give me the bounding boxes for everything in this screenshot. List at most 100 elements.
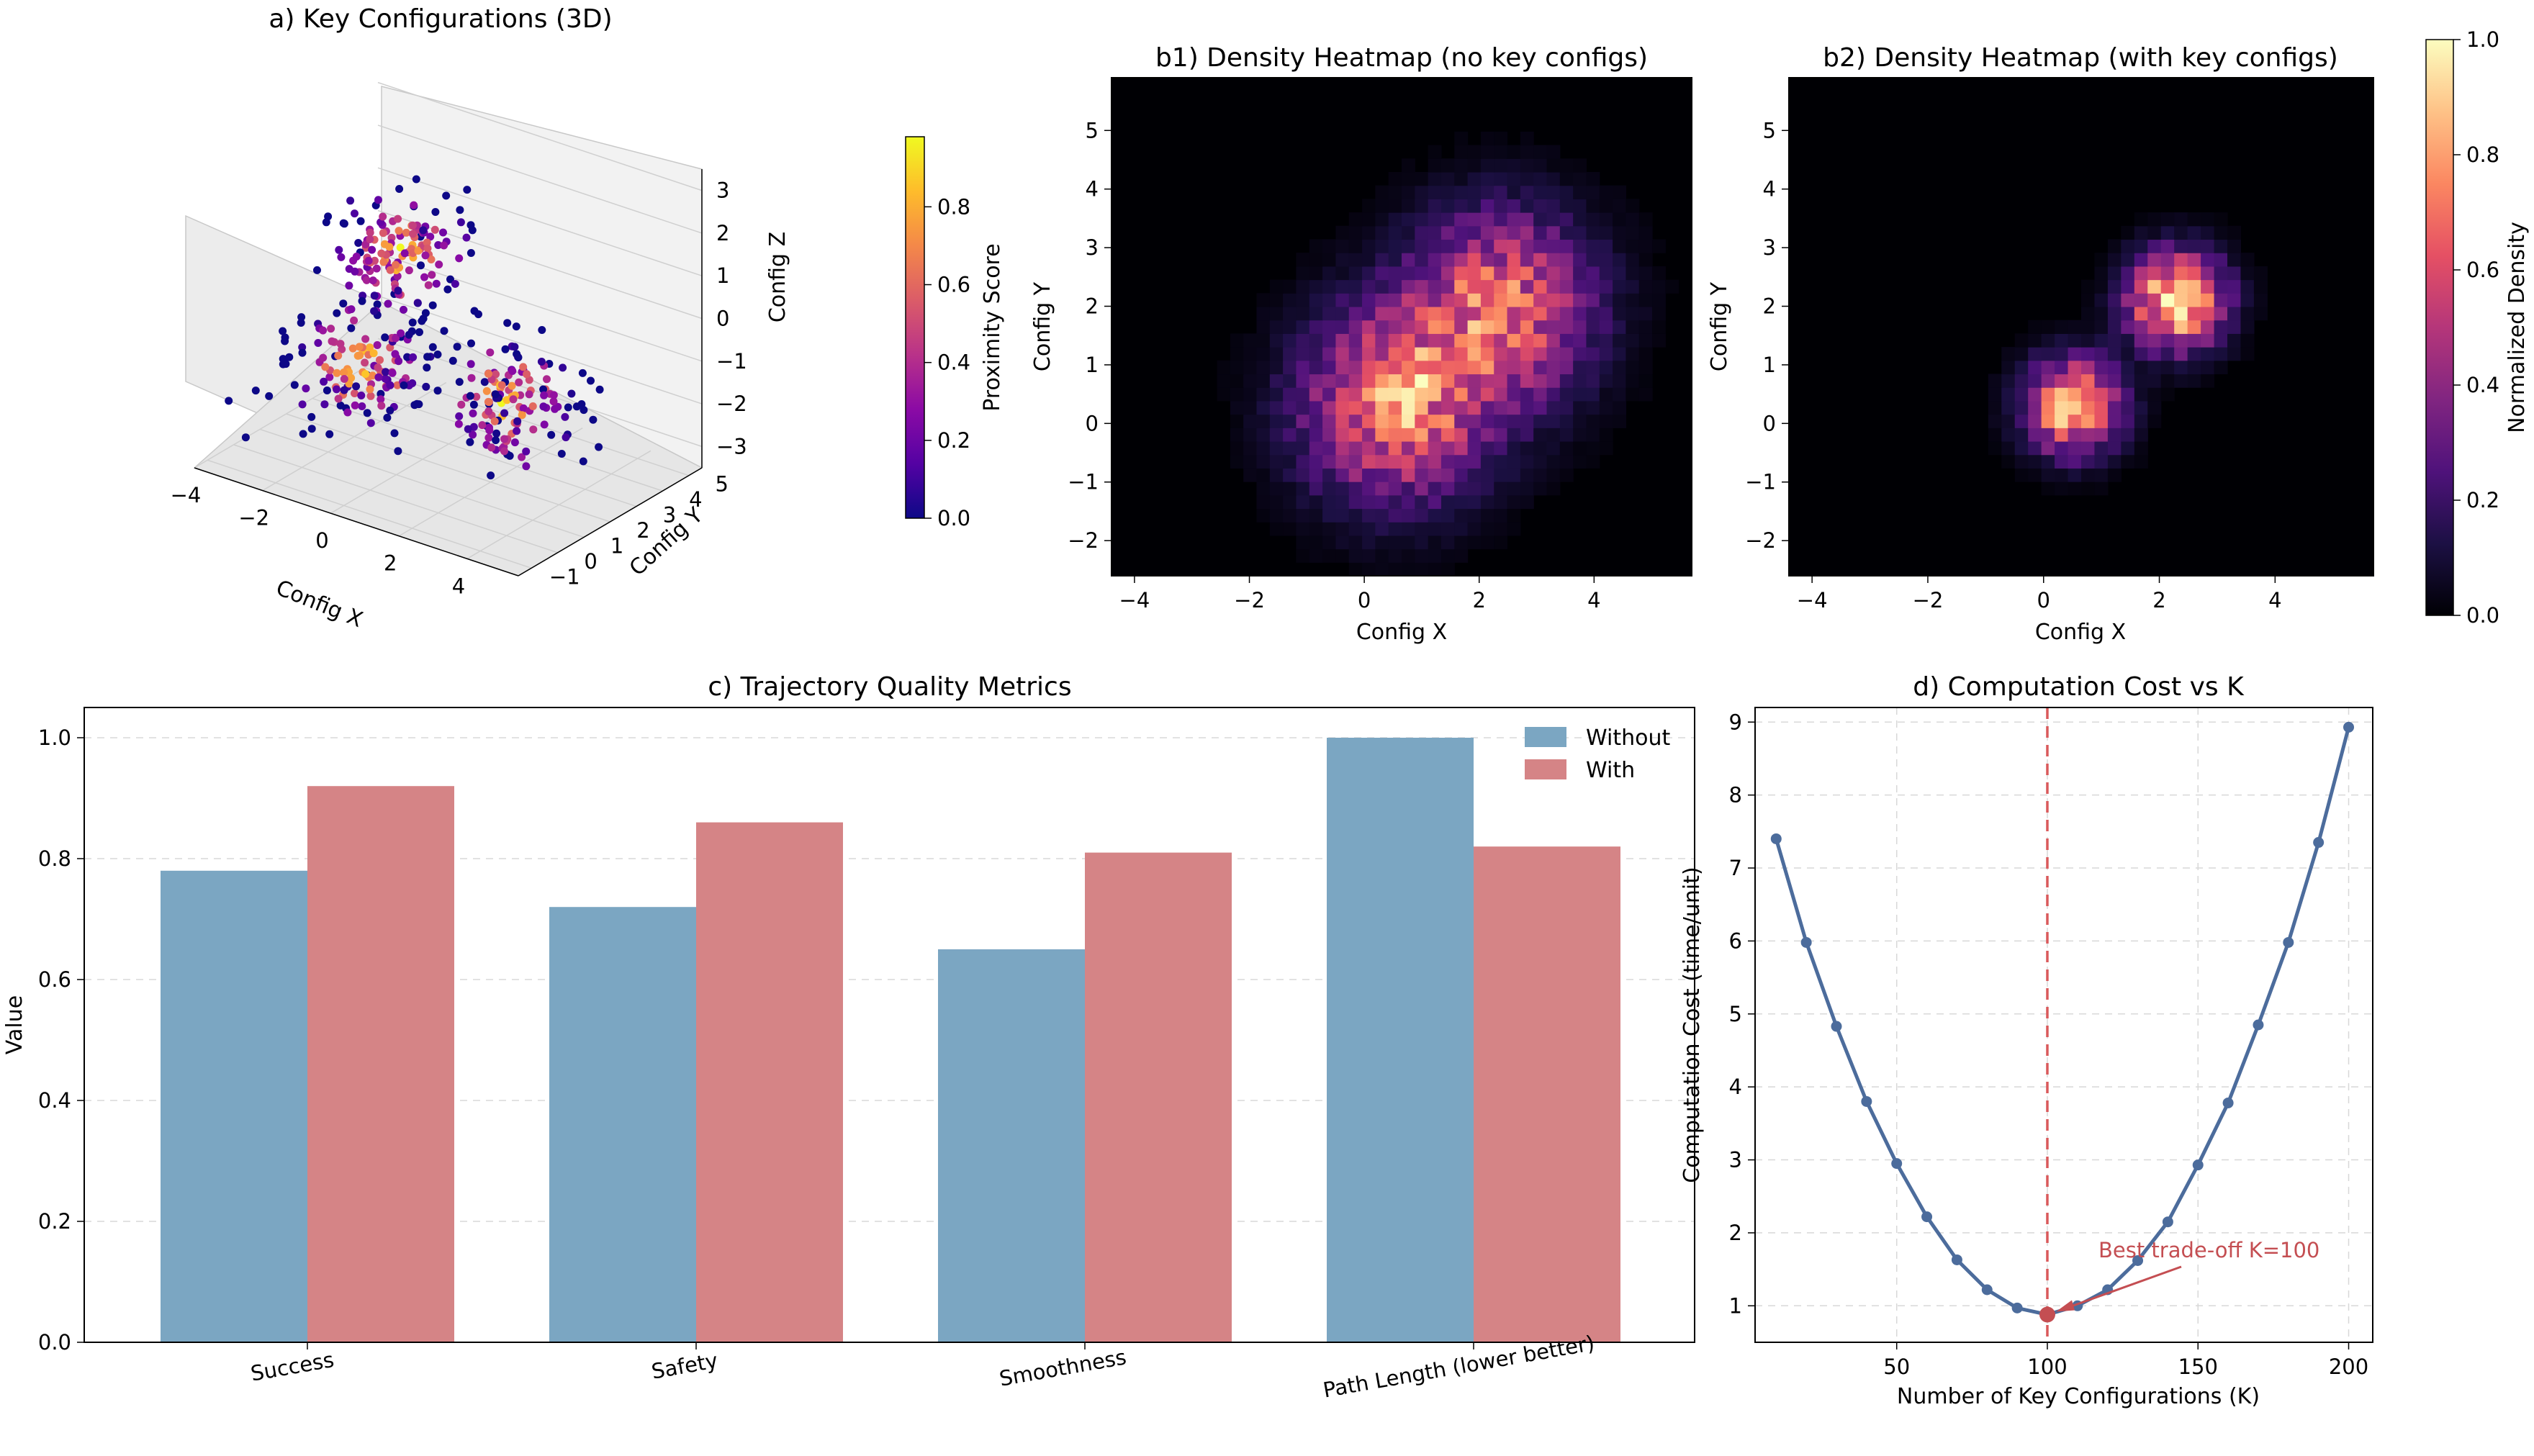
heatmap-cell	[1454, 279, 1469, 294]
heatmap-cell	[2240, 279, 2255, 294]
heatmap-cell	[1362, 293, 1376, 307]
panel-a-point	[351, 209, 359, 218]
panel-a-point	[589, 415, 598, 424]
heatmap-cell	[1415, 347, 1429, 361]
y-ticklabel: 3	[1763, 235, 1776, 260]
heatmap-cell	[1335, 279, 1350, 294]
heatmap-cell	[1440, 320, 1455, 334]
heatmap-cell	[2187, 239, 2201, 253]
y-ticklabel: −2	[1745, 528, 1776, 553]
panel-a-point	[357, 392, 366, 399]
panel-a-point	[540, 391, 549, 399]
heatmap-cell	[2147, 253, 2162, 267]
heatmap-cell	[2174, 347, 2188, 361]
heatmap-cell	[1573, 185, 1587, 199]
panel-a-point	[513, 427, 521, 435]
heatmap-cell	[1454, 131, 1469, 146]
panel-a-point	[540, 420, 549, 429]
panel-a-point	[462, 233, 471, 242]
panel-a-floor-gridline	[233, 444, 558, 553]
x-ticklabel: 150	[2178, 1355, 2218, 1379]
heatmap-cell	[1348, 535, 1363, 550]
heatmap-cell	[1480, 481, 1494, 496]
heatmap-cell	[1402, 293, 1415, 307]
heatmap-cell	[1375, 279, 1389, 294]
heatmap-cell	[1546, 199, 1561, 213]
heatmap-cell	[2121, 266, 2135, 281]
heatmap-cell	[2147, 212, 2162, 227]
x-ticklabel: 4	[2268, 588, 2281, 612]
heatmap-cell	[2081, 481, 2096, 496]
panel-a-point	[396, 243, 405, 252]
heatmap-cell	[2121, 225, 2135, 240]
legend-label-without: Without	[1586, 725, 1670, 751]
panel-a-z-tick: 3	[716, 178, 729, 203]
panel-a-y-tick: 3	[663, 503, 676, 528]
heatmap-cell	[2227, 320, 2242, 334]
heatmap-cell	[1494, 468, 1508, 482]
heatmap-cell	[2041, 347, 2055, 361]
heatmap-cell	[2187, 266, 2201, 281]
panel-a-point	[412, 175, 420, 184]
panel-b2-ticks: −4 −2 0 2 4 −2 −1 0 1 2 3 4 5	[1745, 118, 2281, 612]
heatmap-cell	[1546, 225, 1561, 240]
panel-a-z-tick: 0	[716, 307, 729, 331]
panel-a-point	[518, 411, 526, 420]
heatmap-cell	[1335, 253, 1350, 267]
heatmap-cell	[1415, 266, 1429, 281]
heatmap-cell	[1613, 306, 1627, 321]
panel-a-point	[453, 343, 461, 351]
heatmap-cell	[1520, 279, 1534, 294]
heatmap-cell	[1507, 522, 1521, 536]
heatmap-cell	[1652, 306, 1666, 321]
heatmap-cell	[1573, 306, 1587, 321]
heatmap-cell	[2174, 225, 2188, 240]
heatmap-cell	[1375, 333, 1389, 348]
heatmap-cell	[2160, 239, 2175, 253]
heatmap-cell	[2094, 347, 2109, 361]
panel-b2: b2) Density Heatmap (with key configs) −…	[1707, 27, 2530, 645]
heatmap-cell	[1256, 333, 1271, 348]
heatmap-cell	[1613, 212, 1627, 227]
panel-b2-frame	[1788, 77, 2374, 576]
heatmap-cell	[1494, 360, 1508, 375]
heatmap-cell	[1520, 185, 1534, 199]
heatmap-cell	[1348, 548, 1363, 563]
heatmap-cell	[2014, 414, 2029, 428]
x-ticklabel: 2	[2152, 588, 2165, 612]
heatmap-cell	[2107, 414, 2122, 428]
heatmap-cell	[1546, 293, 1561, 307]
y-ticklabel: −1	[1745, 470, 1776, 494]
heatmap-cell	[1440, 522, 1455, 536]
panel-a-z-tick: −2	[716, 392, 747, 416]
panel-a-point	[587, 376, 595, 385]
heatmap-cell	[1440, 158, 1455, 173]
heatmap-cell	[1348, 494, 1363, 510]
panel-a-point	[457, 400, 466, 409]
heatmap-cell	[2174, 279, 2188, 294]
heatmap-cell	[1533, 468, 1548, 482]
heatmap-cell	[1480, 279, 1494, 294]
panel-c: c) Trajectory Quality Metrics 0.0 0.2 0.4 0…	[2, 672, 1695, 1403]
heatmap-cell	[2068, 387, 2082, 402]
heatmap-cell	[1586, 279, 1600, 294]
heatmap-cell	[1402, 320, 1415, 334]
heatmap-cell	[1480, 360, 1494, 375]
heatmap-cell	[1335, 239, 1350, 253]
heatmap-cell	[1362, 387, 1376, 402]
heatmap-cell	[1428, 239, 1442, 253]
heatmap-cell	[1586, 212, 1600, 227]
panel-a-point	[384, 299, 392, 308]
heatmap-cell	[2014, 360, 2029, 375]
heatmap-cell	[1494, 320, 1508, 334]
heatmap-cell	[2121, 279, 2135, 294]
heatmap-cell	[1335, 347, 1350, 361]
heatmap-cell	[2041, 333, 2055, 348]
y-ticklabel: 0.4	[38, 1088, 71, 1113]
heatmap-cell	[1613, 185, 1627, 199]
panel-a-point	[335, 245, 343, 254]
heatmap-cell	[1348, 387, 1363, 402]
panel-a-point	[539, 402, 548, 411]
heatmap-cell	[2174, 212, 2188, 227]
heatmap-cell	[1296, 535, 1310, 550]
